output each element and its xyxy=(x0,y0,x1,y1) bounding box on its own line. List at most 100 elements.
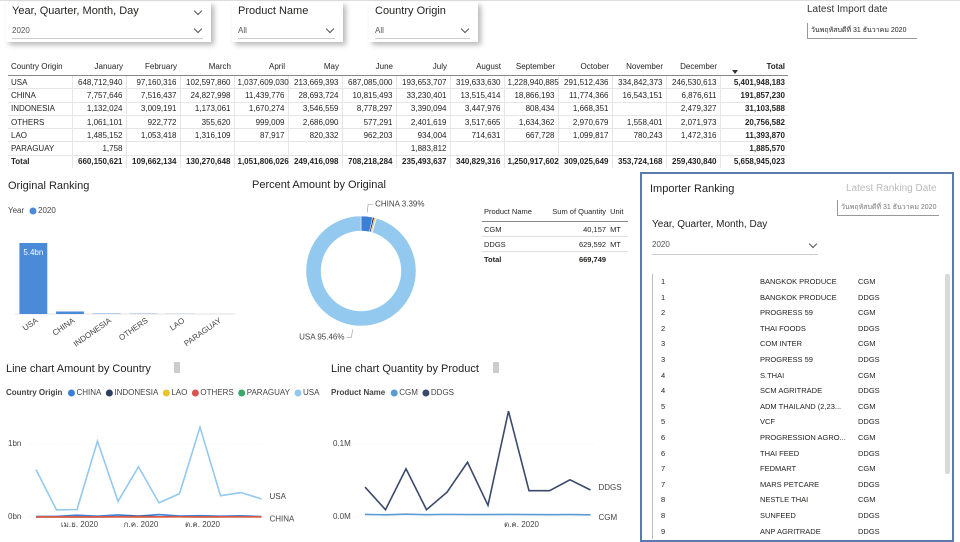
column-header: May xyxy=(288,58,342,76)
y-tick-label: 0bn xyxy=(8,512,21,521)
cell: 20,756,582 xyxy=(720,115,788,128)
cell: 1,634,362 xyxy=(504,115,558,128)
legend-label: CHINA xyxy=(76,388,102,397)
sort-arrow[interactable] xyxy=(732,70,738,74)
x-tick-label: CHINA xyxy=(51,316,77,338)
cell: 28,693,724 xyxy=(288,89,342,102)
x-tick-label: ต.ค. 2020 xyxy=(185,520,221,529)
legend-label: CGM xyxy=(399,388,418,397)
legend-title: Country Origin xyxy=(6,388,63,397)
cell: 2,479,327 xyxy=(666,102,720,115)
rank: 1 xyxy=(661,290,665,306)
column-header: March xyxy=(180,58,234,76)
legend-label: LAO xyxy=(171,388,187,397)
total-cell: 340,829,316 xyxy=(450,155,504,168)
slicer-title: Product Name xyxy=(238,5,308,17)
cell: 962,203 xyxy=(342,129,396,142)
cell: 934,004 xyxy=(396,129,450,142)
slicer-value: All xyxy=(238,26,247,35)
line-series xyxy=(365,514,591,515)
legend-label: DDGS xyxy=(431,388,454,397)
cell: 2,071,973 xyxy=(666,115,720,128)
cell: 667,728 xyxy=(504,129,558,142)
legend-marker xyxy=(68,390,75,397)
cell: 2,401,619 xyxy=(396,115,450,128)
slicer-dropdown[interactable]: All xyxy=(375,23,470,39)
column-header: December xyxy=(666,58,720,76)
total-cell: 1,250,917,602 xyxy=(504,155,558,168)
cell: 355,620 xyxy=(180,115,234,128)
legend-marker xyxy=(192,390,199,397)
slicer-value: 2020 xyxy=(12,26,30,35)
cell: 648,712,940 xyxy=(72,76,126,89)
cell: 999,009 xyxy=(234,115,288,128)
cell: 87,917 xyxy=(234,129,288,142)
legend-marker xyxy=(30,208,37,215)
slicer-title: Country Origin xyxy=(375,5,446,17)
slicer-dropdown[interactable]: 2020 xyxy=(652,236,818,255)
importer-name: PROGRESS 59 xyxy=(760,352,813,368)
chart-title: Line chart Quantity by Product xyxy=(331,363,479,375)
cell: 193,653,707 xyxy=(396,76,450,89)
cell: 1,132,024 xyxy=(72,102,126,115)
cell: 687,085,000 xyxy=(342,76,396,89)
product: CGM xyxy=(858,368,876,384)
cell: 18,866,193 xyxy=(504,89,558,102)
column-header: Country Origin xyxy=(8,58,72,76)
cell: 1,670,274 xyxy=(234,102,288,115)
slicer-dropdown[interactable]: 2020 xyxy=(12,23,203,39)
product: DDGS xyxy=(858,477,880,493)
cell: 1,485,152 xyxy=(72,129,126,142)
total-cell: 249,416,098 xyxy=(288,155,342,168)
card-title: Latest Import date xyxy=(807,4,917,15)
rank: 6 xyxy=(661,430,665,446)
cell: 1,883,812 xyxy=(396,142,450,155)
chevron xyxy=(326,25,334,33)
cell: 1,558,401 xyxy=(612,115,666,128)
cell: 11,439,776 xyxy=(234,89,288,102)
scrollbar[interactable] xyxy=(945,274,950,474)
slicer-dropdown[interactable]: All xyxy=(238,23,335,39)
column-header: June xyxy=(342,58,396,76)
cell: 13,515,414 xyxy=(450,89,504,102)
column-header: April xyxy=(234,58,288,76)
cell: 1,061,101 xyxy=(72,115,126,128)
row-header: OTHERS xyxy=(8,115,72,128)
cell: 319,633,630 xyxy=(450,76,504,89)
importer-name: SUNFEED xyxy=(760,508,796,524)
cell: MT xyxy=(608,222,628,237)
focus-icon[interactable] xyxy=(493,362,499,373)
x-tick-label: PARAGUAY xyxy=(182,316,223,349)
slicer-title: Year, Quarter, Month, Day xyxy=(12,5,139,17)
y-tick-label: 1bn xyxy=(8,439,21,448)
cell: 3,546,559 xyxy=(288,102,342,115)
chart-title: Line chart Amount by Country xyxy=(6,363,151,375)
cell: 5,401,948,183 xyxy=(720,76,788,89)
total-cell: 669,749 xyxy=(542,252,608,267)
leader-line xyxy=(346,329,352,337)
focus-icon[interactable] xyxy=(174,362,180,373)
cell: 1,316,109 xyxy=(180,129,234,142)
cell: 1,885,570 xyxy=(720,142,788,155)
product: DDGS xyxy=(858,414,880,430)
data-label: 5.4bn xyxy=(23,248,43,257)
cell xyxy=(666,142,720,155)
cell: 191,857,230 xyxy=(720,89,788,102)
total-cell: 259,430,840 xyxy=(666,155,720,168)
card-title: Latest Ranking Date xyxy=(846,183,937,194)
cell: 714,631 xyxy=(450,129,504,142)
